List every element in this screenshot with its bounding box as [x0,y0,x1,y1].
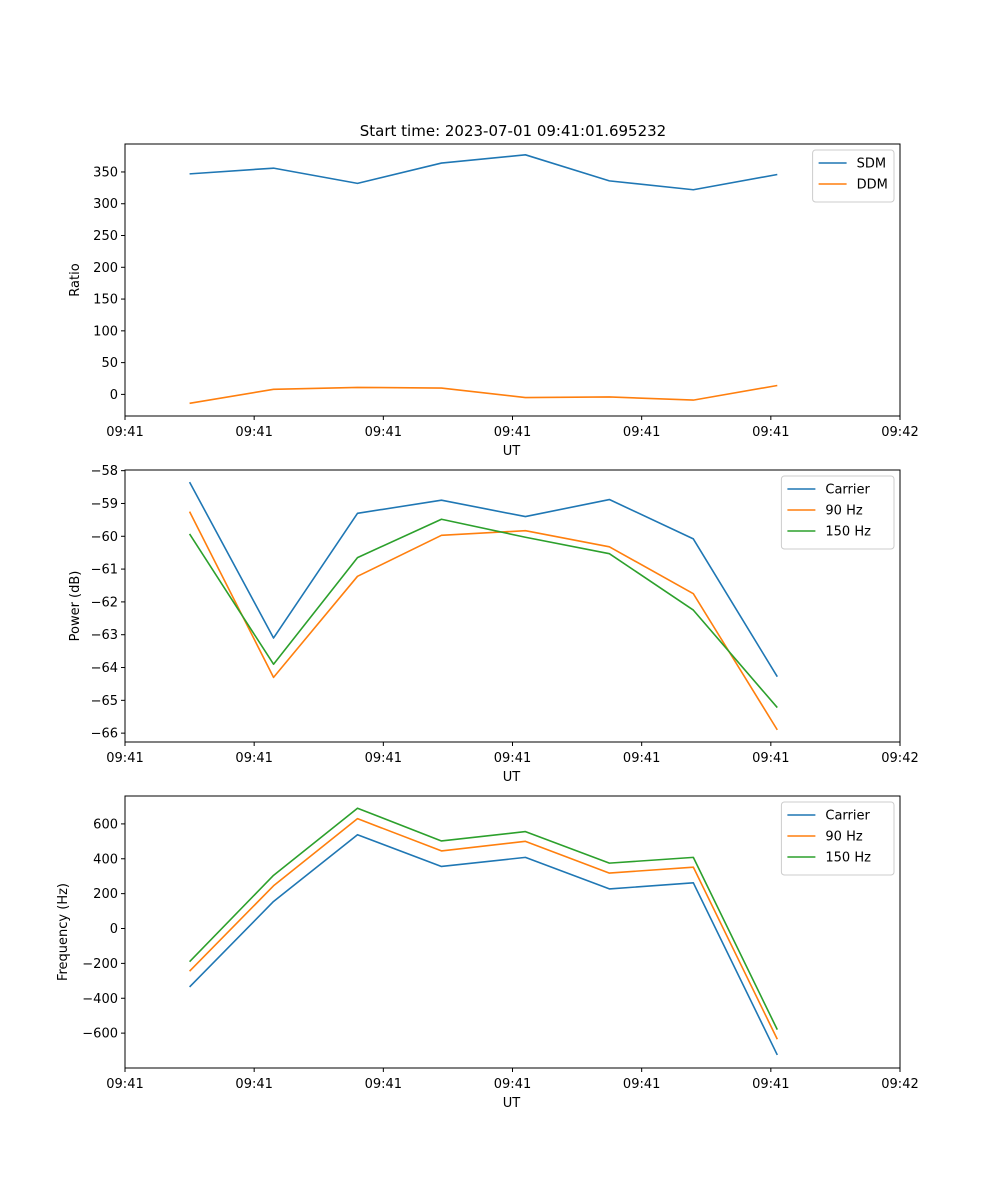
x-tick-label: 09:41 [752,1077,789,1092]
x-tick-label: 09:41 [494,1077,531,1092]
legend-label-sdm: SDM [857,157,886,172]
y-tick-label: 0 [110,922,118,937]
y-tick-label: −400 [82,992,118,1007]
x-tick-label: 09:41 [494,751,531,766]
y-tick-label: 100 [93,324,118,339]
legend-label-ddm: DDM [857,178,888,193]
y-tick-label: 50 [101,356,118,371]
y-tick-label: −66 [91,727,118,742]
y-tick-label: −61 [91,563,118,578]
legend: SDM DDM [812,149,895,203]
y-tick-label: 400 [93,852,118,867]
y-tick-label: 250 [93,229,118,244]
x-axis-label: UT [503,444,521,459]
legend-label-150-hz: 150 Hz [825,525,871,540]
series-line-150-hz [189,807,779,1030]
x-tick-label: 09:41 [752,751,789,766]
y-tick-label: −60 [91,530,118,545]
legend: Carrier 90 Hz 150 Hz [780,475,895,550]
x-tick-label: 09:41 [623,425,660,440]
chart-title: Start time: 2023-07-01 09:41:01.695232 [360,122,666,140]
legend-label-90-hz: 90 Hz [825,504,862,519]
y-axis-label: Power (dB) [68,571,83,642]
y-tick-label: −65 [91,694,118,709]
series-line-carrier [189,833,779,1056]
y-axis-label: Ratio [68,263,83,296]
y-tick-label: −63 [91,628,118,643]
y-tick-label: −58 [91,464,118,479]
y-tick-label: 600 [93,817,118,832]
x-tick-label: 09:41 [365,751,402,766]
x-tick-label: 09:41 [494,425,531,440]
x-tick-label: 09:41 [623,1077,660,1092]
series-line-ddm [189,384,778,405]
x-tick-label: 09:41 [235,425,272,440]
legend-label-150-hz: 150 Hz [825,851,871,866]
legend-label-carrier: Carrier [825,483,870,498]
y-tick-label: −62 [91,595,118,610]
frequency-panel: 09:41 09:41 09:41 09:41 09:41 09:41 09:42 −600 −… [56,795,919,1111]
x-tick-label: 09:42 [881,751,918,766]
x-tick-label: 09:41 [623,751,660,766]
x-tick-label: 09:41 [235,1077,272,1092]
power-panel: 09:41 09:41 09:41 09:41 09:41 09:41 09:42 −66 −6… [68,464,919,785]
series-line-90-hz [189,817,779,1040]
x-tick-label: 09:42 [881,1077,918,1092]
x-tick-label: 09:41 [106,425,143,440]
x-tick-label: 09:41 [106,751,143,766]
legend-label-carrier: Carrier [825,809,870,824]
x-tick-label: 09:41 [235,751,272,766]
y-tick-label: −200 [82,957,118,972]
legend-label-90-hz: 90 Hz [825,830,862,845]
ratio-panel: 09:41 09:41 09:41 09:41 09:41 09:41 09:42 0 50 10… [68,143,919,459]
series-line-carrier [188,481,778,678]
y-tick-label: 200 [93,887,118,902]
x-tick-label: 09:41 [752,425,789,440]
x-tick-label: 09:41 [365,1077,402,1092]
y-axis-label: Frequency (Hz) [56,883,71,981]
series-line-90-hz [188,511,778,731]
x-tick-label: 09:41 [365,425,402,440]
x-axis-label: UT [503,770,521,785]
y-tick-label: 350 [93,165,118,180]
y-tick-label: −600 [82,1027,118,1042]
series-line-150-hz [188,518,778,709]
y-tick-label: 150 [93,293,118,308]
x-axis-label: UT [503,1096,521,1111]
legend: Carrier 90 Hz 150 Hz [780,801,895,876]
y-tick-label: −59 [91,497,118,512]
y-tick-label: −64 [91,661,118,676]
y-tick-label: 200 [93,261,118,276]
y-tick-label: 0 [110,388,118,403]
x-tick-label: 09:41 [106,1077,143,1092]
y-tick-label: 300 [93,197,118,212]
series-line-sdm [189,154,778,191]
x-tick-label: 09:42 [881,425,918,440]
